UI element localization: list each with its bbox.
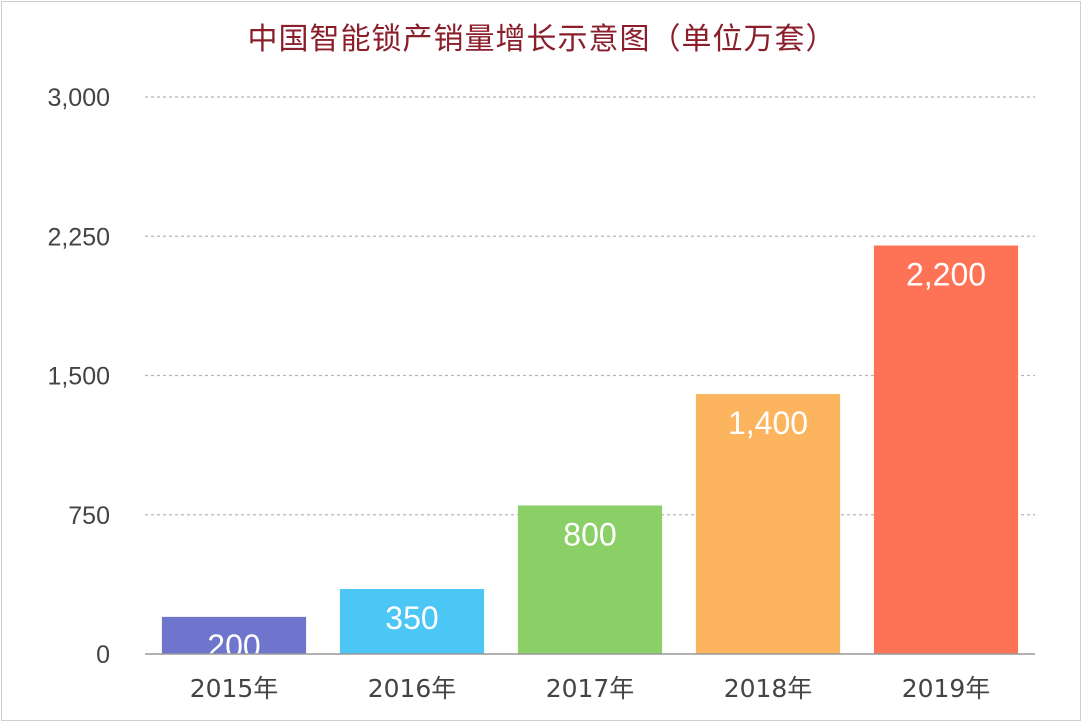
x-tick-label: 2019年 xyxy=(902,674,991,703)
bar xyxy=(339,589,485,654)
x-tick-label: 2018年 xyxy=(724,674,813,703)
y-tick-label: 3,000 xyxy=(47,84,110,112)
data-label: 200 xyxy=(207,628,260,664)
data-label: 350 xyxy=(385,600,438,636)
x-tick-label: 2015年 xyxy=(190,674,279,703)
x-tick-label: 2017年 xyxy=(546,674,635,703)
bar xyxy=(873,245,1019,655)
axes: 0 750 1,500 2,250 3,000 2015年 2016年 2017年 2018年 2… xyxy=(47,84,1035,703)
bar xyxy=(517,505,663,654)
y-tick-label: 0 xyxy=(96,641,110,669)
y-tick-label: 1,500 xyxy=(47,363,110,391)
data-label: 800 xyxy=(563,516,616,552)
y-tick-label: 750 xyxy=(68,502,110,530)
y-tick-label: 2,250 xyxy=(47,223,110,251)
data-label: 1,400 xyxy=(728,405,808,441)
bars: 200 350 800 1,400 2,200 xyxy=(161,245,1019,664)
bar xyxy=(161,616,307,654)
data-label: 2,200 xyxy=(906,257,986,293)
bar xyxy=(695,394,841,654)
chart-title: 中国智能锁产销量增长示意图（单位万套） xyxy=(247,22,837,57)
x-tick-label: 2016年 xyxy=(368,674,457,703)
